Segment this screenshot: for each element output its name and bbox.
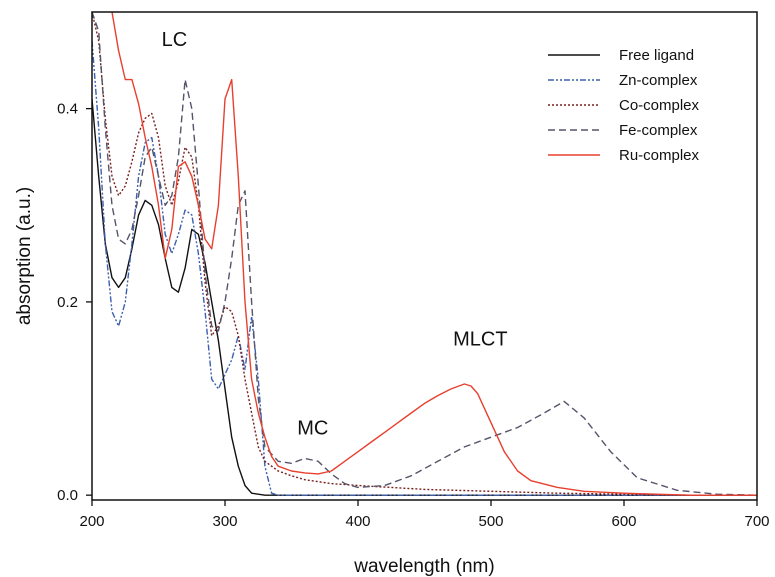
x-tick-label: 400 — [345, 513, 370, 530]
annotation-mlct: MLCT — [453, 328, 507, 350]
legend-label-free-ligand: Free ligand — [619, 47, 694, 64]
series-line-fe-complex — [92, 12, 757, 496]
y-tick-label: 0.2 — [57, 294, 78, 311]
y-tick-label: 0.0 — [57, 487, 78, 504]
x-tick-label: 300 — [212, 513, 237, 530]
annotation-mc: MC — [297, 417, 328, 439]
x-tick-label: 200 — [79, 513, 104, 530]
legend: Free ligand Zn-complex Co-complex Fe-comple… — [548, 47, 700, 164]
plot-frame — [91, 11, 758, 501]
y-axis-label: absorption (a.u.) — [14, 187, 35, 325]
x-tick-label: 700 — [744, 513, 769, 530]
x-axis-label: wavelength (nm) — [353, 556, 494, 577]
annotations: LC MC MLCT — [162, 29, 508, 439]
x-tick-label: 600 — [611, 513, 636, 530]
series-line-co-complex — [92, 12, 757, 496]
x-tick-label: 500 — [478, 513, 503, 530]
legend-label-co-complex: Co-complex — [619, 97, 700, 114]
axis-ticks: 200 300 400 500 600 700 0.0 0.2 0.4 — [57, 101, 769, 530]
series-line-free-ligand — [92, 98, 757, 496]
series-line-zn-complex — [92, 40, 757, 496]
series-layer — [92, 12, 757, 496]
legend-label-fe-complex: Fe-complex — [619, 122, 698, 139]
legend-label-zn-complex: Zn-complex — [619, 72, 698, 89]
y-tick-label: 0.4 — [57, 101, 78, 118]
annotation-lc: LC — [162, 29, 188, 51]
series-line-ru-complex — [111, 12, 757, 496]
legend-label-ru-complex: Ru-complex — [619, 147, 700, 164]
